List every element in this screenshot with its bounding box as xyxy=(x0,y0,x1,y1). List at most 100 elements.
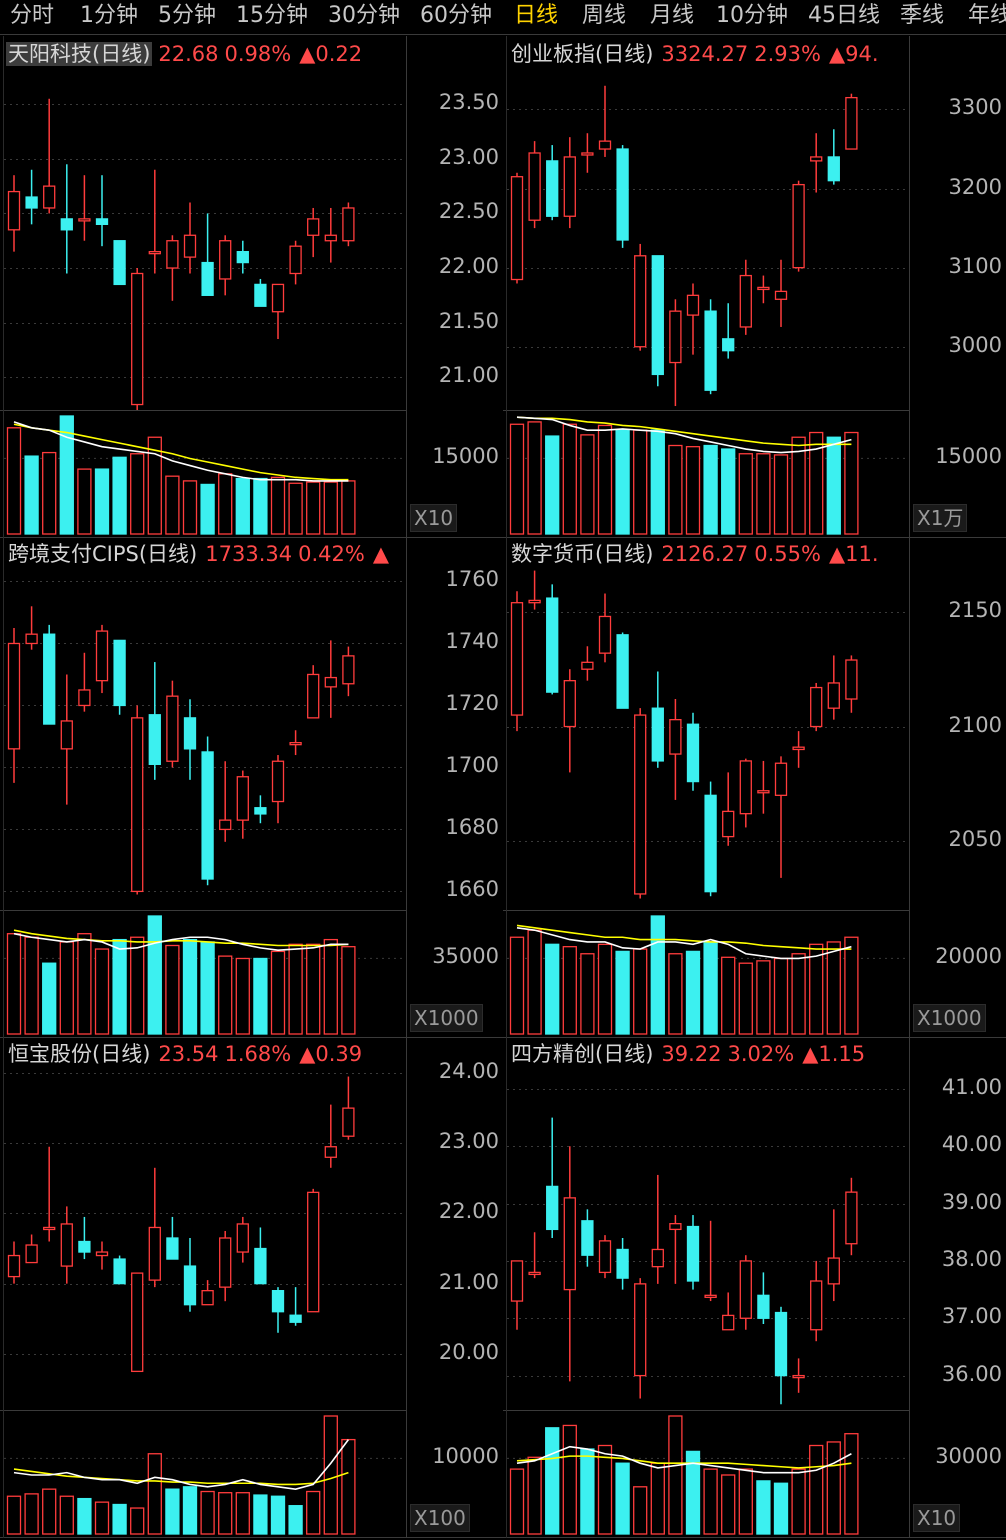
volume-bar xyxy=(323,1415,338,1535)
tab-6[interactable]: 日线 xyxy=(514,3,559,28)
volume-bar xyxy=(562,946,577,1035)
y-axis-label: 3300 xyxy=(948,95,1002,120)
volume-bar xyxy=(42,451,57,535)
candle-body xyxy=(113,240,126,286)
volume-ma-yellow-line xyxy=(516,416,852,447)
candle-body xyxy=(95,1251,109,1257)
candle-body xyxy=(669,310,682,364)
stock-name[interactable]: 恒宝股份(日线) xyxy=(8,1042,151,1066)
volume-bar xyxy=(130,936,145,1035)
tab-7[interactable]: 周线 xyxy=(582,3,627,28)
candle-body xyxy=(254,807,267,815)
y-axis-label: 39.00 xyxy=(941,1189,1002,1214)
stock-name[interactable]: 数字货币(日线) xyxy=(511,542,654,566)
candle-body xyxy=(342,655,355,685)
volume-bar xyxy=(756,960,771,1035)
price-change: ▲0.22 xyxy=(299,42,363,66)
kline-svg xyxy=(0,536,503,1038)
y-axis-label: 1680 xyxy=(445,815,499,840)
volume-bar xyxy=(527,929,542,1035)
chart-panel-p1[interactable]: 23.50 23.00 22.50 22.00 21.50 21.00 15000 X10 天阳… xyxy=(0,36,503,538)
chart-panel-p5[interactable]: 24.00 23.00 22.00 21.00 20.00 10000 X100 恒宝股份(日… xyxy=(0,1036,503,1538)
stock-name[interactable]: 四方精创(日线) xyxy=(511,1042,654,1066)
candle-body xyxy=(131,1272,144,1373)
volume-bar xyxy=(323,938,338,1035)
tab-1[interactable]: 1分钟 xyxy=(80,3,138,28)
chart-panel-p4[interactable]: 2150 2100 2050 20000 X1000 数字货币(日线) 2126.27 0.5… xyxy=(503,536,1006,1038)
tab-8[interactable]: 月线 xyxy=(650,3,695,28)
volume-bar xyxy=(650,1462,665,1535)
tab-5[interactable]: 60分钟 xyxy=(420,3,492,28)
chart-panel-p2[interactable]: 3300 3200 3100 3000 15000 X1万 创业板指(日线) 3324.27 2… xyxy=(503,36,1006,538)
tab-0[interactable]: 分时 xyxy=(10,3,55,28)
stock-name[interactable]: 天阳科技(日线) xyxy=(6,42,153,66)
volume-bar xyxy=(341,1438,356,1535)
candle-body xyxy=(651,255,664,376)
volume-bar xyxy=(685,1450,701,1535)
y-axis-label: 38.00 xyxy=(941,1246,1002,1271)
tab-2[interactable]: 5分钟 xyxy=(158,3,216,28)
y-axis-label: 22.00 xyxy=(438,1199,499,1224)
stock-name[interactable]: 跨境支付CIPS(日线) xyxy=(8,542,198,566)
volume-bar xyxy=(773,454,789,535)
volume-bar xyxy=(253,957,268,1035)
volume-bar xyxy=(703,941,718,1035)
candle-body xyxy=(236,251,249,264)
y-axis-label: 21.50 xyxy=(438,308,499,333)
candle-body xyxy=(634,714,647,895)
candle-body xyxy=(271,283,285,313)
candle-body xyxy=(810,686,823,728)
candle-body xyxy=(810,1280,823,1331)
volume-ma-white-line xyxy=(516,1445,852,1474)
stock-name[interactable]: 创业板指(日线) xyxy=(511,42,654,66)
candle-body xyxy=(704,1294,717,1298)
y-axis-label: 20.00 xyxy=(438,1339,499,1364)
volume-axis-label: 30000 xyxy=(935,1444,1002,1469)
chart-panel-p3[interactable]: 1760 1740 1720 1700 1680 1660 35000 X1000 跨境支付CI… xyxy=(0,536,503,1038)
volume-bar xyxy=(826,1441,841,1535)
candle-body xyxy=(307,218,320,236)
volume-bar xyxy=(24,1493,39,1535)
volume-bar xyxy=(597,1444,613,1535)
candle-body xyxy=(616,634,629,709)
volume-bar xyxy=(721,1474,736,1535)
volume-bar xyxy=(288,1505,303,1535)
candle-body xyxy=(510,176,524,281)
candle-body xyxy=(774,1311,788,1377)
volume-unit-label: X10 xyxy=(410,504,458,532)
candle-body xyxy=(704,310,717,391)
y-axis-label: 2050 xyxy=(948,827,1002,852)
volume-bar xyxy=(580,1448,595,1535)
tab-3[interactable]: 15分钟 xyxy=(236,3,308,28)
tab-11[interactable]: 季线 xyxy=(900,3,945,28)
candle-body xyxy=(739,274,752,328)
tab-10[interactable]: 45日线 xyxy=(808,3,880,28)
candle-body xyxy=(219,819,232,831)
candle-body xyxy=(563,1197,576,1291)
price-change: ▲94. xyxy=(828,42,879,66)
last-price: 23.54 xyxy=(158,1042,219,1066)
candle-body xyxy=(289,1314,302,1323)
volume-bar xyxy=(94,1501,110,1535)
chart-panel-p6[interactable]: 41.00 40.00 39.00 38.00 37.00 36.00 30000 X10 四方… xyxy=(503,1036,1006,1538)
tab-9[interactable]: 10分钟 xyxy=(716,3,788,28)
volume-bar xyxy=(562,1424,577,1535)
percent-change: 0.98% xyxy=(224,42,292,66)
y-axis-label: 22.00 xyxy=(438,254,499,279)
volume-bar xyxy=(562,423,577,535)
volume-bar xyxy=(270,476,286,535)
candle-body xyxy=(722,810,735,838)
volume-bar xyxy=(253,477,268,535)
y-axis-label: 22.50 xyxy=(438,199,499,224)
tab-4[interactable]: 30分钟 xyxy=(328,3,400,28)
candle-body xyxy=(201,261,214,296)
volume-ma-yellow-line xyxy=(516,1455,852,1469)
tab-12[interactable]: 年线 xyxy=(968,3,1006,28)
volume-bar xyxy=(738,1468,753,1535)
y-axis-label: 1720 xyxy=(445,691,499,716)
candle-body xyxy=(60,218,73,231)
candle-body xyxy=(563,680,576,728)
candle-body xyxy=(845,1191,858,1245)
volume-bar xyxy=(527,1456,542,1535)
